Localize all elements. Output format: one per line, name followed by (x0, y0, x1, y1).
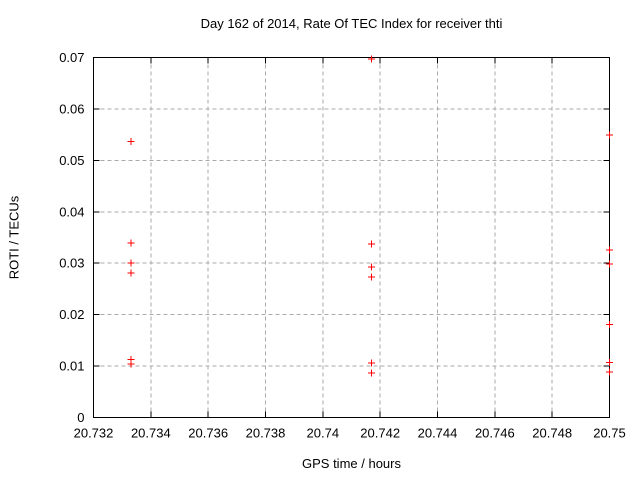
y-tick-labels: 0 0.01 0.02 0.03 0.04 0.05 0.06 0.07 (59, 50, 84, 425)
data-point-marker (127, 239, 135, 247)
data-point-marker (127, 360, 135, 368)
x-tick-label: 20.744 (418, 426, 458, 441)
data-point-marker (368, 55, 376, 63)
x-tick-label: 20.742 (360, 426, 400, 441)
y-tick-label: 0.04 (59, 204, 84, 219)
x-tick-label: 20.74 (307, 426, 340, 441)
data-point-marker (368, 359, 376, 367)
x-tick-label: 20.732 (74, 426, 114, 441)
data-point-marker (368, 240, 376, 248)
data-point-marker (606, 320, 613, 328)
y-tick-label: 0.07 (59, 50, 84, 65)
data-point-marker (606, 358, 613, 366)
data-point-marker (368, 273, 376, 281)
x-tick-labels: 20.732 20.734 20.736 20.738 20.74 20.742 20.74… (74, 426, 626, 441)
data-points (127, 55, 613, 377)
x-tick-label: 20.75 (593, 426, 626, 441)
gridlines (93, 57, 610, 418)
data-point-marker (368, 369, 376, 377)
data-point-marker (127, 269, 135, 277)
data-point-marker (127, 137, 135, 145)
data-point-marker (368, 263, 376, 271)
y-tick-label: 0.03 (59, 256, 84, 271)
data-point-marker (606, 246, 613, 254)
y-tick-label: 0.06 (59, 101, 84, 116)
data-point-marker (606, 131, 613, 139)
plot-border (93, 57, 610, 418)
y-tick-label: 0 (77, 410, 84, 425)
y-tick-label: 0.05 (59, 153, 84, 168)
data-point-marker (127, 259, 135, 267)
chart-title: Day 162 of 2014, Rate Of TEC Index for r… (200, 16, 503, 31)
x-tick-label: 20.748 (532, 426, 572, 441)
x-tick-label: 20.736 (188, 426, 228, 441)
x-tick-label: 20.746 (475, 426, 515, 441)
x-axis-label: GPS time / hours (302, 456, 401, 471)
x-tick-label: 20.738 (246, 426, 286, 441)
y-tick-label: 0.01 (59, 359, 84, 374)
plot-border-rect (93, 57, 610, 418)
tick-marks (93, 57, 610, 418)
data-point-marker (606, 368, 613, 376)
x-tick-label: 20.734 (131, 426, 171, 441)
y-tick-label: 0.02 (59, 307, 84, 322)
data-point-marker (606, 260, 613, 268)
